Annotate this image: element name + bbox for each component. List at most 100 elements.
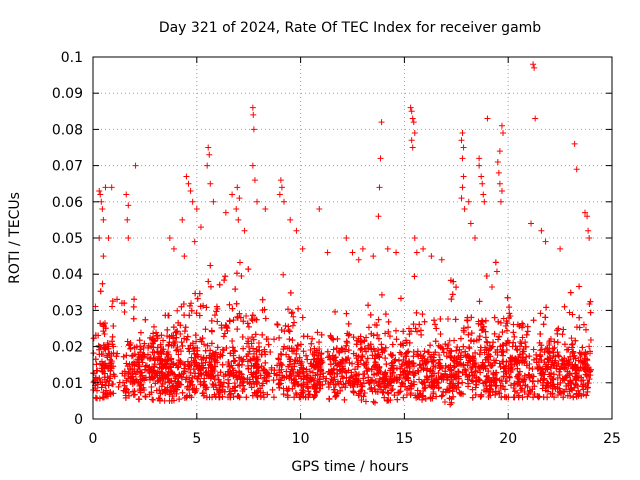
data-point — [105, 362, 112, 368]
data-point — [211, 363, 218, 370]
data-point — [213, 386, 220, 393]
data-point — [531, 390, 538, 397]
data-point — [561, 341, 568, 348]
data-point — [204, 342, 211, 349]
data-point — [181, 312, 188, 319]
data-point — [421, 318, 428, 325]
data-point — [212, 393, 219, 400]
data-point — [416, 321, 423, 328]
data-point — [245, 344, 252, 351]
data-point — [424, 365, 431, 372]
data-point — [499, 346, 506, 353]
data-point — [219, 361, 226, 368]
data-point — [104, 374, 111, 381]
data-point — [469, 353, 476, 360]
data-point — [397, 365, 404, 372]
data-point — [572, 373, 579, 380]
data-point — [276, 334, 283, 341]
data-point — [245, 323, 252, 330]
data-point — [346, 377, 353, 384]
data-point — [184, 383, 191, 390]
data-point — [153, 333, 160, 340]
data-point — [220, 333, 227, 340]
data-point — [121, 308, 128, 315]
data-point — [217, 380, 224, 387]
data-point — [415, 353, 422, 360]
data-point — [135, 396, 142, 403]
data-point — [110, 363, 117, 370]
data-point — [460, 325, 467, 332]
data-point — [575, 387, 582, 394]
data-point — [415, 369, 422, 376]
data-point — [393, 365, 400, 372]
data-point — [326, 353, 333, 360]
data-point — [585, 380, 592, 387]
data-point — [513, 346, 520, 353]
data-point — [447, 354, 454, 361]
data-point — [497, 343, 504, 350]
data-point — [560, 394, 567, 401]
data-point — [99, 280, 106, 287]
data-point — [293, 350, 300, 357]
data-point — [93, 367, 100, 374]
data-point — [416, 390, 423, 397]
data-point — [384, 382, 391, 389]
data-point — [405, 348, 412, 355]
data-point — [155, 395, 162, 402]
data-point — [334, 370, 341, 377]
data-point — [326, 395, 333, 402]
data-point — [343, 369, 350, 376]
data-point — [369, 376, 376, 383]
data-point — [304, 356, 311, 363]
data-point — [224, 327, 231, 334]
data-point — [455, 368, 462, 375]
data-point — [225, 368, 232, 375]
data-point — [576, 283, 583, 290]
data-point — [299, 314, 306, 321]
data-point — [382, 369, 389, 376]
data-point — [418, 331, 425, 338]
data-point — [102, 360, 109, 367]
data-point — [322, 378, 329, 385]
data-point — [537, 310, 544, 317]
data-point — [330, 366, 337, 373]
data-point — [527, 374, 534, 381]
data-point — [483, 346, 490, 353]
data-point — [176, 396, 183, 403]
data-point — [343, 374, 350, 381]
data-point — [551, 394, 558, 401]
data-point — [382, 355, 389, 362]
data-point — [107, 375, 114, 382]
data-point — [436, 352, 443, 359]
data-point — [454, 360, 461, 367]
data-point — [154, 356, 161, 363]
data-point — [210, 353, 217, 360]
data-point — [297, 360, 304, 367]
data-point — [498, 394, 505, 401]
data-point — [476, 351, 483, 358]
data-point — [535, 394, 542, 401]
data-point — [500, 315, 507, 322]
data-point — [280, 391, 287, 398]
data-point — [169, 393, 176, 400]
data-point — [196, 362, 203, 369]
data-point — [125, 375, 132, 382]
data-point — [329, 377, 336, 384]
data-point — [587, 298, 594, 305]
data-point — [397, 341, 404, 348]
data-point — [149, 374, 156, 381]
data-point — [95, 332, 102, 339]
data-point — [172, 338, 179, 345]
data-point — [101, 364, 108, 371]
data-point — [561, 355, 568, 362]
data-point — [492, 388, 499, 395]
data-point — [495, 318, 502, 325]
data-point — [503, 358, 510, 365]
data-point — [193, 310, 200, 317]
data-point — [280, 346, 287, 353]
data-point — [361, 371, 368, 378]
data-point — [500, 358, 507, 365]
data-point — [552, 353, 559, 360]
data-point — [137, 376, 144, 383]
data-point — [198, 356, 205, 363]
